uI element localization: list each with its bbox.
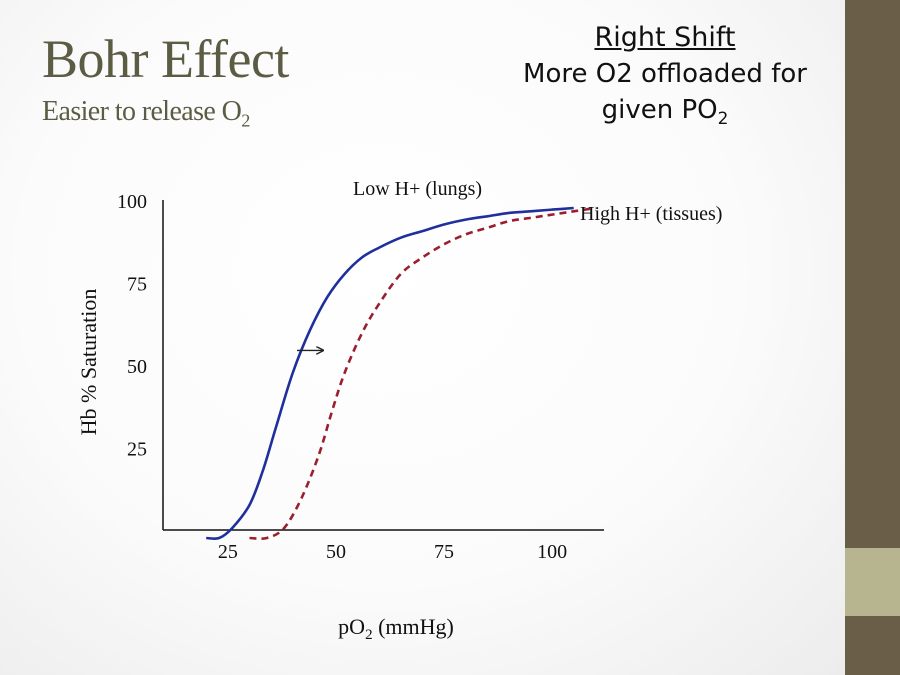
series-label-low-h: Low H+ (lungs)	[353, 178, 482, 200]
right-shift-line2: given PO2	[505, 92, 825, 136]
y-tick-label: 100	[117, 191, 147, 213]
x-axis-label-main: pO	[338, 614, 365, 639]
slide-subtitle: Easier to release O2	[42, 96, 250, 132]
side-accent-block	[845, 548, 900, 616]
series-line-high-h	[249, 206, 596, 541]
right-shift-line2-subscript: 2	[717, 108, 729, 129]
slide-title: Bohr Effect	[42, 29, 289, 89]
right-shift-line2-text: given PO	[601, 95, 718, 125]
right-shift-note: Right Shift More O2 offloaded for given …	[505, 20, 825, 136]
right-shift-line1: More O2 offloaded for	[523, 59, 807, 89]
tick-labels: 25 50 75 100 25 50 75 100	[117, 191, 567, 563]
x-tick-label: 50	[326, 541, 346, 563]
y-tick-label: 25	[127, 439, 147, 461]
x-axis-label-subscript: 2	[365, 627, 373, 643]
y-tick-label: 50	[127, 356, 147, 378]
x-tick-label: 25	[218, 541, 238, 563]
series-label-high-h: High H+ (tissues)	[580, 203, 722, 225]
subtitle-subscript: 2	[241, 110, 250, 131]
right-shift-heading: Right Shift	[594, 22, 736, 53]
x-axis-label: pO2 (mmHg)	[338, 614, 454, 643]
x-tick-label: 100	[537, 541, 567, 563]
subtitle-text: Easier to release O	[42, 96, 242, 127]
x-axis-label-unit: (mmHg)	[373, 614, 454, 639]
slide-background	[0, 0, 845, 675]
x-tick-label: 75	[434, 541, 454, 563]
oxygen-dissociation-chart: 25 50 75 100 25 50 75 100 Low H+ (lungs) High H…	[76, 178, 722, 643]
y-tick-label: 75	[127, 274, 147, 296]
series-line-low-h	[206, 206, 574, 541]
y-axis-label: Hb % Saturation	[76, 289, 101, 436]
